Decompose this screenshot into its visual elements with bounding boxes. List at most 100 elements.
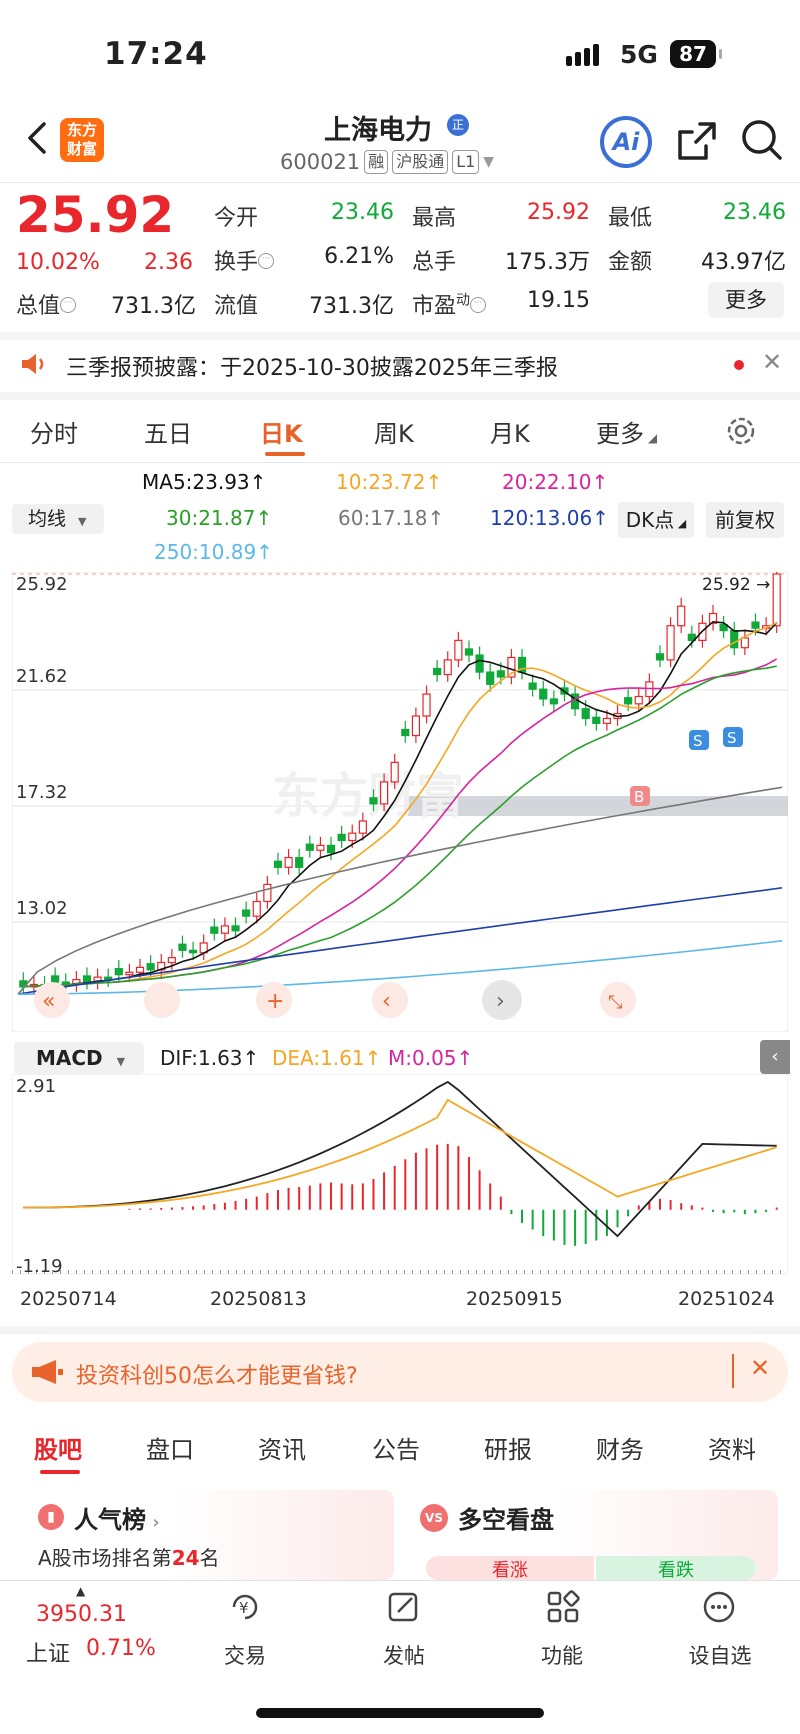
candle (411, 715, 421, 737)
candle (475, 654, 484, 673)
high-value: 25.92 (527, 200, 590, 225)
megaphone-icon (30, 1358, 64, 1390)
ma-line (23, 665, 777, 988)
tab-forum[interactable]: 股吧 (34, 1436, 82, 1464)
tab-weekly-k[interactable]: 周K (374, 420, 414, 448)
candle (528, 682, 537, 690)
macd-chart[interactable] (12, 1074, 788, 1274)
adjust-button[interactable]: 前复权 (706, 502, 784, 538)
bull-bear-card[interactable]: VS 多空看盘 看涨 看跌 (406, 1490, 778, 1580)
tab-more[interactable]: 更多 ◢ (596, 420, 658, 448)
caret-up-icon: ▲ (76, 1584, 86, 1598)
close-icon[interactable]: ✕ (750, 1354, 771, 1382)
post-icon[interactable] (386, 1590, 420, 1628)
tab-five-day[interactable]: 五日 (144, 420, 192, 448)
candle (581, 708, 590, 720)
tab-profile[interactable]: 资料 (708, 1436, 756, 1464)
candle (454, 639, 463, 661)
unread-dot (734, 360, 744, 370)
candle (549, 698, 558, 705)
candle (730, 630, 739, 649)
candle (592, 716, 601, 724)
nav-trade[interactable]: 交易 (224, 1644, 266, 1668)
speaker-icon (20, 352, 48, 380)
turnover-value: 6.21% (324, 244, 394, 269)
tab-announcements[interactable]: 公告 (372, 1436, 420, 1464)
nav-post[interactable]: 发帖 (383, 1644, 425, 1668)
candle (231, 925, 240, 932)
candle (751, 621, 760, 629)
bull-button[interactable]: 看涨 (426, 1556, 594, 1580)
candle (178, 943, 187, 951)
ma-selector[interactable]: 均线 ▼ (12, 504, 104, 534)
settings-icon[interactable] (724, 414, 758, 452)
index-name[interactable]: 上证 (26, 1642, 71, 1667)
search-icon[interactable] (740, 118, 784, 166)
open-label: 今开 (214, 206, 259, 231)
candle (242, 909, 251, 917)
tab-finance[interactable]: 财务 (596, 1436, 644, 1464)
battery-icon: 87 (670, 40, 722, 68)
candle (677, 605, 686, 627)
candle (220, 925, 230, 934)
back-icon[interactable] (24, 118, 54, 158)
svg-text:S: S (693, 732, 703, 750)
index-value[interactable]: 3950.31 (36, 1602, 127, 1627)
info-icon[interactable]: ··· (258, 252, 275, 269)
tab-daily-k[interactable]: 日K (260, 420, 303, 448)
more-button[interactable]: 更多 (708, 282, 784, 318)
trade-icon[interactable]: ¥ (228, 1590, 262, 1628)
tab-intraday[interactable]: 分时 (30, 420, 78, 448)
dk-point-button[interactable]: DK点 ◢ (618, 502, 694, 538)
candle (114, 968, 123, 976)
collapse-button[interactable]: ‹ (760, 1040, 790, 1074)
last-price-marker: 25.92 → (702, 575, 770, 595)
buy-marker: B (630, 786, 650, 806)
candle (602, 717, 612, 724)
nav-add-watchlist[interactable]: 设自选 (688, 1644, 752, 1668)
float-value: 731.3亿 (309, 294, 394, 319)
stock-code-line: 600021 融 沪股通 L1 ▼ (280, 150, 494, 174)
tab-research[interactable]: 研报 (484, 1436, 532, 1464)
date-label: 20250915 (466, 1288, 563, 1310)
candle (316, 844, 325, 851)
info-icon[interactable]: ··· (60, 296, 77, 313)
tab-orderbook[interactable]: 盘口 (146, 1436, 194, 1464)
candle (326, 844, 336, 854)
date-label: 20251024 (678, 1288, 775, 1310)
candlestick-chart[interactable]: 东方财富 25.92 → B S S « + ‹ › ⤡ (12, 572, 788, 1032)
sell-marker: S (723, 727, 743, 747)
ai-button[interactable]: Ai (600, 116, 652, 168)
candle (634, 695, 643, 705)
tab-news[interactable]: 资讯 (258, 1436, 306, 1464)
candle (422, 693, 431, 717)
watchlist-icon[interactable] (702, 1590, 736, 1628)
bear-button[interactable]: 看跌 (596, 1556, 756, 1580)
open-value: 23.46 (331, 200, 394, 225)
popularity-card[interactable]: ▮ 人气榜 › A股市场排名第24名 (22, 1490, 394, 1580)
ma-line (17, 887, 783, 995)
indicator-selector[interactable]: MACD ▼ (14, 1042, 144, 1074)
candle (358, 820, 367, 834)
candle (284, 856, 293, 868)
close-icon[interactable]: ✕ (762, 348, 783, 376)
popularity-rank: A股市场排名第24名 (38, 1546, 220, 1570)
function-icon[interactable] (546, 1590, 580, 1628)
stock-name: 上海电力 (324, 115, 432, 146)
candle (263, 883, 272, 903)
notice-bar[interactable]: 三季报预披露：于2025-10-30披露2025年三季报 ✕ (0, 338, 800, 392)
candle (273, 860, 283, 868)
dea-line (23, 1098, 777, 1209)
index-pct[interactable]: 0.71% (86, 1636, 156, 1661)
promo-banner[interactable]: 投资科创50怎么才能更省钱? ✕ (12, 1342, 788, 1402)
y-label-2: 21.62 (16, 666, 68, 687)
tab-monthly-k[interactable]: 月K (490, 420, 530, 448)
share-icon[interactable] (676, 120, 718, 166)
nav-function[interactable]: 功能 (541, 1644, 583, 1668)
low-value: 23.46 (723, 200, 786, 225)
signal-icon (566, 44, 602, 66)
candle (740, 637, 749, 649)
chevron-down-icon[interactable]: ▼ (483, 154, 495, 170)
candle (379, 781, 389, 805)
info-icon[interactable]: ··· (470, 296, 487, 313)
